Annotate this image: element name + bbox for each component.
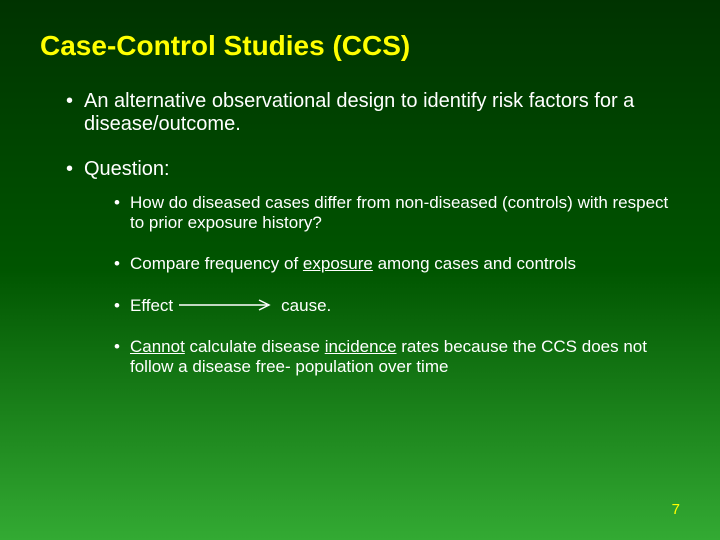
bullet-text: An alternative observational design to i… [84,90,634,135]
text-exposure-underlined: exposure [303,254,373,273]
slide-container: Case-Control Studies (CCS) An alternativ… [0,0,720,418]
effect-cause-row: Effect cause. [130,296,680,316]
bullet-text: Question: [84,158,170,180]
text-cannot-underlined: Cannot [130,337,185,356]
text-incidence-underlined: incidence [325,337,397,356]
subbullet-how-differ: How do diseased cases differ from non-di… [114,193,680,232]
slide-title: Case-Control Studies (CCS) [40,30,680,62]
subbullet-effect-cause: Effect cause. [114,296,680,316]
subbullet-cannot-incidence: Cannot calculate disease incidence rates… [114,337,680,376]
page-number: 7 [672,501,680,518]
bullet-list-level2: How do diseased cases differ from non-di… [84,193,680,376]
effect-label: Effect [130,296,173,316]
bullet-question: Question: How do diseased cases differ f… [66,158,680,376]
subbullet-text: How do diseased cases differ from non-di… [130,193,668,232]
arrow-icon [179,296,275,316]
bullet-alt-design: An alternative observational design to i… [66,90,680,136]
text-mid: calculate disease [185,337,325,356]
subbullet-compare-exposure: Compare frequency of exposure among case… [114,254,680,274]
cause-label: cause. [281,296,331,316]
bullet-list-level1: An alternative observational design to i… [40,90,680,376]
text-pre: Compare frequency of [130,254,303,273]
text-post: among cases and controls [373,254,576,273]
